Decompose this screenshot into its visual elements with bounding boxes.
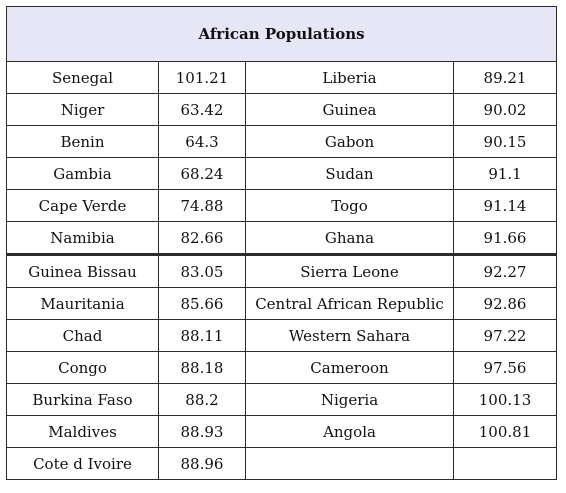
country-name-cell: Niger — [6, 93, 159, 126]
table-row: Guinea Bissau 83.05 Sierra Leone 92.27 — [6, 253, 558, 288]
population-value-cell: 74.88 — [158, 189, 246, 222]
population-value-cell: 100.81 — [452, 415, 558, 448]
country-name-cell: Togo — [245, 189, 454, 222]
population-value-cell: 68.24 — [158, 157, 246, 190]
country-name-cell: Cote d Ivoire — [6, 447, 159, 480]
population-value-cell: 101.21 — [158, 61, 246, 94]
country-name-cell: Liberia — [245, 61, 454, 94]
population-value-cell: 91.66 — [452, 221, 558, 255]
populations-table-container: African Populations Senegal 101.21 Liber… — [5, 6, 558, 484]
country-name-cell: Ghana — [245, 221, 454, 255]
population-value-cell: 64.3 — [158, 125, 246, 158]
country-name-cell: Congo — [6, 351, 159, 384]
country-name-cell: Cameroon — [245, 351, 454, 384]
population-value-cell: 91.1 — [452, 157, 558, 190]
population-value-cell: 88.18 — [158, 351, 246, 384]
table-row: Burkina Faso 88.2 Nigeria 100.13 — [6, 383, 558, 416]
country-name-cell: Western Sahara — [245, 319, 454, 352]
population-value-cell — [452, 447, 558, 480]
population-value-cell: 63.42 — [158, 93, 246, 126]
country-name-cell: Sudan — [245, 157, 454, 190]
country-name-cell: Sierra Leone — [245, 253, 454, 288]
population-value-cell: 92.86 — [452, 287, 558, 320]
population-value-cell: 88.11 — [158, 319, 246, 352]
table-row: Cote d Ivoire 88.96 — [6, 447, 558, 480]
country-name-cell: Angola — [245, 415, 454, 448]
population-value-cell: 85.66 — [158, 287, 246, 320]
table-row: Cape Verde 74.88 Togo 91.14 — [6, 189, 558, 222]
population-value-cell: 82.66 — [158, 221, 246, 255]
table-row: Maldives 88.93 Angola 100.81 — [6, 415, 558, 448]
population-value-cell: 91.14 — [452, 189, 558, 222]
populations-table: African Populations Senegal 101.21 Liber… — [5, 6, 558, 480]
population-value-cell: 100.13 — [452, 383, 558, 416]
table-row: Benin 64.3 Gabon 90.15 — [6, 125, 558, 158]
table-row: Mauritania 85.66 Central African Republi… — [6, 287, 558, 320]
country-name-cell: Mauritania — [6, 287, 159, 320]
country-name-cell: Chad — [6, 319, 159, 352]
table-row: Congo 88.18 Cameroon 97.56 — [6, 351, 558, 384]
country-name-cell: Benin — [6, 125, 159, 158]
table-body: Senegal 101.21 Liberia 89.21 Niger 63.42… — [6, 61, 558, 480]
country-name-cell — [245, 447, 454, 480]
population-value-cell: 90.15 — [452, 125, 558, 158]
table-row: Gambia 68.24 Sudan 91.1 — [6, 157, 558, 190]
population-value-cell: 83.05 — [158, 253, 246, 288]
population-value-cell: 89.21 — [452, 61, 558, 94]
population-value-cell: 88.2 — [158, 383, 246, 416]
table-row: Niger 63.42 Guinea 90.02 — [6, 93, 558, 126]
country-name-cell: Cape Verde — [6, 189, 159, 222]
population-value-cell: 97.56 — [452, 351, 558, 384]
population-value-cell: 92.27 — [452, 253, 558, 288]
country-name-cell: Senegal — [6, 61, 159, 94]
population-value-cell: 97.22 — [452, 319, 558, 352]
population-value-cell: 88.96 — [158, 447, 246, 480]
country-name-cell: Central African Republic — [245, 287, 454, 320]
country-name-cell: Nigeria — [245, 383, 454, 416]
table-row: Namibia 82.66 Ghana 91.66 — [6, 221, 558, 255]
country-name-cell: Guinea Bissau — [6, 253, 159, 288]
table-header-row: African Populations — [5, 6, 558, 62]
country-name-cell: Namibia — [6, 221, 159, 255]
table-row: Senegal 101.21 Liberia 89.21 — [6, 61, 558, 94]
country-name-cell: Maldives — [6, 415, 159, 448]
country-name-cell: Burkina Faso — [6, 383, 159, 416]
country-name-cell: Gabon — [245, 125, 454, 158]
country-name-cell: Guinea — [245, 93, 454, 126]
table-title: African Populations — [5, 6, 558, 62]
country-name-cell: Gambia — [6, 157, 159, 190]
population-value-cell: 90.02 — [452, 93, 558, 126]
table-row: Chad 88.11 Western Sahara 97.22 — [6, 319, 558, 352]
population-value-cell: 88.93 — [158, 415, 246, 448]
